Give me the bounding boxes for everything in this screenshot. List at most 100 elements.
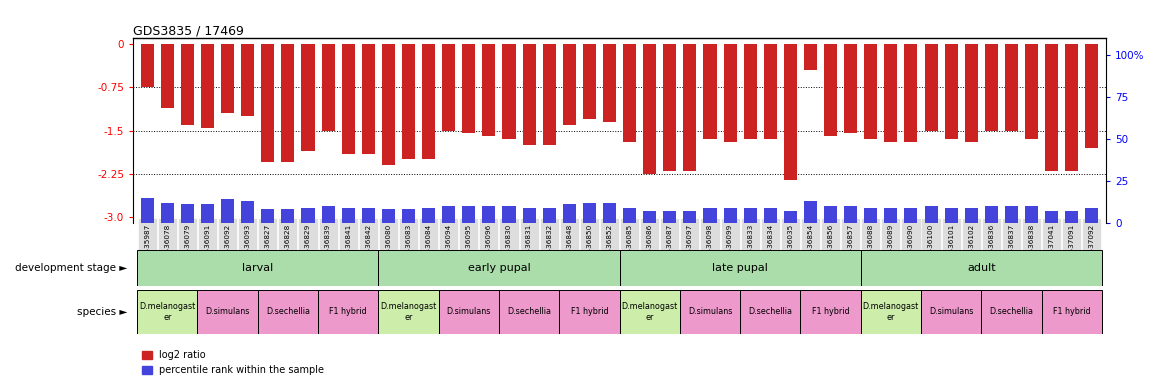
Bar: [462, 206, 475, 223]
Bar: [402, 209, 415, 223]
Bar: [620, 290, 680, 334]
Bar: [318, 290, 379, 334]
Bar: [141, 44, 154, 87]
Bar: [281, 44, 294, 162]
Bar: [844, 44, 857, 134]
Text: D.melanogast
er: D.melanogast er: [380, 302, 437, 322]
Bar: [924, 44, 938, 131]
Text: GDS3835 / 17469: GDS3835 / 17469: [133, 24, 244, 37]
Bar: [860, 290, 921, 334]
Bar: [800, 290, 860, 334]
Text: D.melanogast
er: D.melanogast er: [622, 302, 677, 322]
Bar: [664, 211, 676, 223]
Text: D.simulans: D.simulans: [929, 308, 974, 316]
Bar: [563, 204, 576, 223]
Bar: [824, 44, 837, 136]
Text: D.simulans: D.simulans: [447, 308, 491, 316]
Bar: [680, 290, 740, 334]
Bar: [945, 208, 958, 223]
Bar: [1065, 44, 1078, 171]
Text: early pupal: early pupal: [468, 263, 530, 273]
Bar: [683, 44, 696, 171]
Bar: [559, 290, 620, 334]
Text: F1 hybrid: F1 hybrid: [1053, 308, 1091, 316]
Bar: [924, 206, 938, 223]
Bar: [201, 44, 214, 127]
Bar: [422, 44, 435, 159]
Bar: [984, 206, 998, 223]
Bar: [623, 44, 636, 142]
Bar: [241, 44, 255, 116]
Bar: [1045, 44, 1058, 171]
Bar: [603, 44, 616, 122]
Bar: [342, 44, 354, 154]
Bar: [262, 44, 274, 162]
Bar: [181, 44, 193, 125]
Text: larval: larval: [242, 263, 273, 273]
Bar: [864, 208, 878, 223]
Bar: [664, 44, 676, 171]
Bar: [804, 201, 818, 223]
Bar: [322, 206, 335, 223]
Bar: [221, 199, 234, 223]
Bar: [784, 211, 797, 223]
Bar: [522, 44, 536, 145]
Bar: [241, 201, 255, 223]
Bar: [844, 206, 857, 223]
Bar: [864, 44, 878, 139]
Bar: [1025, 206, 1038, 223]
Bar: [824, 206, 837, 223]
Bar: [885, 208, 897, 223]
Bar: [1025, 44, 1038, 139]
Bar: [281, 209, 294, 223]
Bar: [198, 290, 258, 334]
Text: D.sechellia: D.sechellia: [748, 308, 792, 316]
Bar: [499, 290, 559, 334]
Bar: [904, 44, 917, 142]
Bar: [1005, 206, 1018, 223]
Bar: [965, 44, 977, 142]
Bar: [1045, 211, 1058, 223]
Legend: log2 ratio, percentile rank within the sample: log2 ratio, percentile rank within the s…: [138, 346, 329, 379]
Bar: [643, 211, 657, 223]
Bar: [724, 44, 736, 142]
Bar: [563, 44, 576, 125]
Bar: [141, 198, 154, 223]
Bar: [921, 290, 981, 334]
Bar: [743, 208, 756, 223]
Bar: [945, 44, 958, 139]
Bar: [442, 206, 455, 223]
Bar: [503, 44, 515, 139]
Bar: [582, 203, 596, 223]
Text: F1 hybrid: F1 hybrid: [571, 308, 608, 316]
Bar: [361, 44, 375, 154]
Bar: [784, 44, 797, 180]
Bar: [322, 44, 335, 131]
Text: D.melanogast
er: D.melanogast er: [863, 302, 919, 322]
Bar: [1085, 208, 1098, 223]
Bar: [301, 44, 315, 151]
Bar: [643, 44, 657, 174]
Bar: [1005, 44, 1018, 131]
Bar: [543, 44, 556, 145]
Bar: [743, 44, 756, 139]
Bar: [1041, 290, 1102, 334]
Bar: [161, 44, 174, 108]
Bar: [379, 250, 620, 286]
Bar: [422, 208, 435, 223]
Bar: [483, 44, 496, 136]
Bar: [201, 204, 214, 223]
Bar: [262, 209, 274, 223]
Bar: [503, 206, 515, 223]
Bar: [981, 290, 1041, 334]
Bar: [439, 290, 499, 334]
Bar: [724, 208, 736, 223]
Text: adult: adult: [967, 263, 996, 273]
Bar: [984, 44, 998, 131]
Bar: [1065, 211, 1078, 223]
Bar: [137, 250, 379, 286]
Bar: [603, 203, 616, 223]
Text: D.sechellia: D.sechellia: [507, 308, 551, 316]
Text: species ►: species ►: [76, 307, 127, 317]
Bar: [301, 208, 315, 223]
